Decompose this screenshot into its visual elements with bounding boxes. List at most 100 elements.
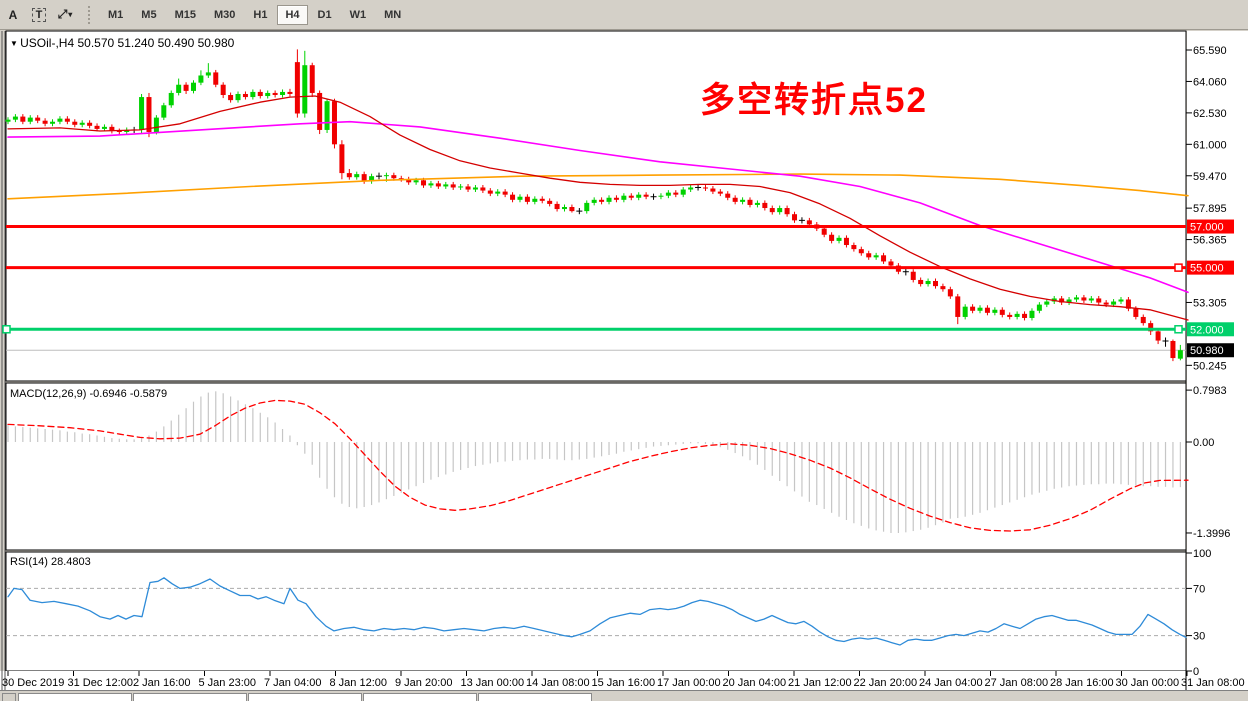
time-axis-label: 31 Jan 08:00 [1181,677,1245,689]
candle-body [265,92,271,97]
candle-body [821,228,827,235]
time-axis-label: 20 Jan 04:00 [723,677,787,689]
collapse-triangle-icon[interactable]: ▼ [10,39,21,48]
candle-body [658,195,664,197]
candle-body [139,97,145,130]
chart-symbol-period: USOil-,H4 [20,36,75,50]
price-axis-label: 61.000 [1193,139,1227,151]
timeframe-button-w1[interactable]: W1 [349,8,367,21]
candle-body [79,122,85,125]
chart-title: ▼ USOil-,H4 50.570 51.240 50.490 50.980 [10,36,234,50]
chart-tab[interactable] [133,693,247,701]
candle-body [725,193,731,198]
chart-tab[interactable] [18,693,132,701]
timeframe-button-m5[interactable]: M5 [141,8,157,21]
candle-body [287,91,293,94]
timeframe-button-h4[interactable]: H4 [277,4,308,25]
rsi-axis-label: 0 [1193,666,1199,678]
candle-body [1073,297,1079,300]
time-axis-label: 8 Jan 12:00 [330,677,388,689]
candle-body [472,187,478,190]
candle-body [480,187,486,191]
candle-body [517,196,523,200]
timeframe-button-m15[interactable]: M15 [174,8,196,21]
time-axis-label: 15 Jan 16:00 [592,677,656,689]
candle-body [984,307,990,313]
time-axis-label: 17 Jan 00:00 [657,677,721,689]
candle-body [910,271,916,280]
candle-body [1088,298,1094,301]
candle-body [643,194,649,197]
time-axis-label: 30 Dec 2019 [2,677,64,689]
level-price-marker [1187,322,1234,337]
time-axis-label: 5 Jan 23:00 [199,677,257,689]
candle-body [235,93,241,101]
candle-body [168,92,174,106]
candle-body [636,194,642,198]
candle-body [836,237,842,241]
candle-body [242,93,248,98]
candle-body [257,91,263,97]
candle-body [272,92,278,96]
candle-body [947,289,953,297]
candle-body [754,202,760,205]
candle-body [1044,301,1050,305]
line-handle[interactable] [1174,263,1183,272]
chart-text-annotation[interactable]: 多空转折点52 [700,81,928,120]
candle-body [1066,299,1072,303]
candle-body [101,126,107,129]
rsi-pane [5,551,1187,672]
level-price-marker-label: 55.000 [1190,263,1224,275]
text-tool-button[interactable]: T [27,5,51,25]
candle-body [428,183,434,186]
candle-body [124,129,130,132]
chart-tab[interactable] [248,693,362,701]
ma-slow-orange [7,173,1189,200]
timeframe-button-d1[interactable]: D1 [317,8,332,21]
level-price-marker-label: 57.000 [1190,222,1224,234]
candle-body [762,202,768,209]
timeframe-button-m1[interactable]: M1 [108,8,124,21]
line-handle[interactable] [2,325,11,334]
level-price-marker [1187,260,1234,275]
macd-axis-label: -1.3996 [1193,528,1230,540]
candle-body [339,144,345,174]
candle-body [1059,298,1065,303]
candle-body [1177,350,1183,359]
candle-body [5,119,11,122]
candle-body [962,306,968,317]
candle-body [346,173,352,178]
arrange-tool-button[interactable]: ⤢ ▾ [53,5,77,25]
candle-body [843,237,849,246]
label-tool-button[interactable]: A [8,7,18,22]
ma-mid-magenta [7,120,1189,294]
timeframe-button-m30[interactable]: M30 [213,8,236,21]
chart-tab[interactable] [363,693,477,701]
candle-body [294,62,300,114]
price-axis-label: 62.530 [1193,108,1227,120]
rsi-axis-label: 30 [1193,631,1205,643]
time-axis-label: 9 Jan 20:00 [395,677,453,689]
chart-tab[interactable] [478,693,592,701]
candle-body [87,122,93,126]
candle-body [1103,302,1109,305]
line-handle[interactable] [1174,325,1183,334]
candle-body [302,65,308,114]
timeframe-button-mn[interactable]: MN [384,8,402,21]
timeframe-button-h1[interactable]: H1 [253,8,268,21]
candle-body [829,234,835,241]
rsi-line [7,577,1187,646]
macd-axis-label: 0.00 [1193,437,1214,449]
price-axis-label: 65.590 [1193,45,1227,57]
candle-body [1096,298,1102,303]
candle-body [153,117,159,132]
candle-body [495,191,501,194]
candle-body [562,207,567,210]
candle-body [532,198,538,202]
candle-body [176,84,182,93]
price-pane [5,30,1187,382]
candle-body [94,125,100,129]
time-axis-label: 7 Jan 04:00 [264,677,322,689]
candle-body [673,192,679,195]
candle-body [443,184,449,187]
